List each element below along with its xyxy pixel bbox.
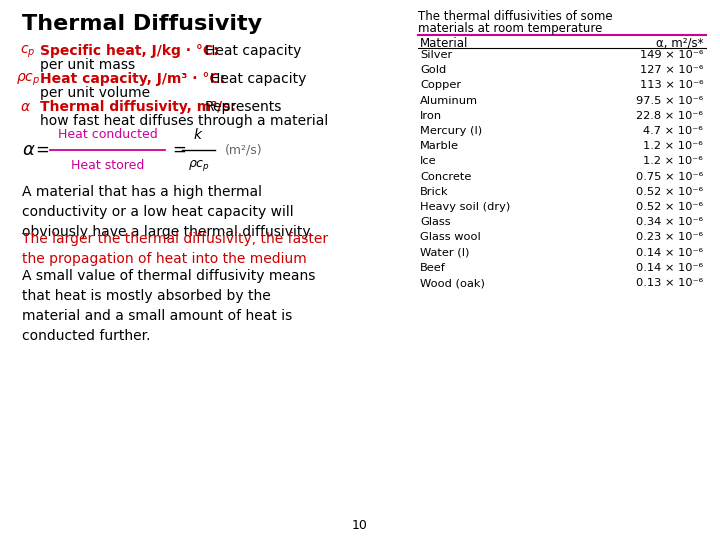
- Text: Marble: Marble: [420, 141, 459, 151]
- Text: Material: Material: [420, 37, 469, 50]
- Text: Iron: Iron: [420, 111, 442, 121]
- Text: 0.75 × 10⁻⁶: 0.75 × 10⁻⁶: [636, 172, 703, 181]
- Text: Water (l): Water (l): [420, 248, 469, 258]
- Text: A small value of thermal diffusivity means
that heat is mostly absorbed by the
m: A small value of thermal diffusivity mea…: [22, 269, 315, 343]
- Text: 0.23 × 10⁻⁶: 0.23 × 10⁻⁶: [636, 232, 703, 242]
- Text: Aluminum: Aluminum: [420, 96, 478, 106]
- Text: 0.14 × 10⁻⁶: 0.14 × 10⁻⁶: [636, 263, 703, 273]
- Text: 0.14 × 10⁻⁶: 0.14 × 10⁻⁶: [636, 248, 703, 258]
- Text: 113 × 10⁻⁶: 113 × 10⁻⁶: [639, 80, 703, 90]
- Text: 0.52 × 10⁻⁶: 0.52 × 10⁻⁶: [636, 187, 703, 197]
- Text: The thermal diffusivities of some: The thermal diffusivities of some: [418, 10, 613, 23]
- Text: A material that has a high thermal
conductivity or a low heat capacity will
obvi: A material that has a high thermal condu…: [22, 185, 313, 239]
- Text: Gold: Gold: [420, 65, 446, 75]
- Text: 149 × 10⁻⁶: 149 × 10⁻⁶: [639, 50, 703, 60]
- Text: 0.34 × 10⁻⁶: 0.34 × 10⁻⁶: [636, 217, 703, 227]
- Text: α, m²/s*: α, m²/s*: [655, 37, 703, 50]
- Text: per unit volume: per unit volume: [40, 86, 150, 100]
- Text: 1.2 × 10⁻⁶: 1.2 × 10⁻⁶: [643, 157, 703, 166]
- Text: materials at room temperature: materials at room temperature: [418, 22, 603, 35]
- Text: Heat stored: Heat stored: [71, 159, 144, 172]
- Text: Heat capacity, J/m³ · °C:: Heat capacity, J/m³ · °C:: [40, 72, 225, 86]
- Text: Heavy soil (dry): Heavy soil (dry): [420, 202, 510, 212]
- Text: 0.13 × 10⁻⁶: 0.13 × 10⁻⁶: [636, 278, 703, 288]
- Text: Heat capacity: Heat capacity: [210, 72, 307, 86]
- Text: Mercury (l): Mercury (l): [420, 126, 482, 136]
- Text: $\rho c_p$: $\rho c_p$: [16, 72, 40, 89]
- Text: per unit mass: per unit mass: [40, 58, 135, 72]
- Text: =: =: [35, 141, 49, 159]
- Text: Brick: Brick: [420, 187, 449, 197]
- Text: Beef: Beef: [420, 263, 446, 273]
- Text: $k$: $k$: [193, 127, 204, 142]
- Text: 4.7 × 10⁻⁶: 4.7 × 10⁻⁶: [643, 126, 703, 136]
- Text: Glass: Glass: [420, 217, 451, 227]
- Text: 1.2 × 10⁻⁶: 1.2 × 10⁻⁶: [643, 141, 703, 151]
- Text: 127 × 10⁻⁶: 127 × 10⁻⁶: [639, 65, 703, 75]
- Text: Concrete: Concrete: [420, 172, 472, 181]
- Text: 0.52 × 10⁻⁶: 0.52 × 10⁻⁶: [636, 202, 703, 212]
- Text: Ice: Ice: [420, 157, 436, 166]
- Text: 10: 10: [352, 519, 368, 532]
- Text: $\alpha$: $\alpha$: [22, 141, 35, 159]
- Text: Represents: Represents: [205, 100, 282, 114]
- Text: Heat capacity: Heat capacity: [205, 44, 302, 58]
- Text: how fast heat diffuses through a material: how fast heat diffuses through a materia…: [40, 114, 328, 128]
- Text: Silver: Silver: [420, 50, 452, 60]
- Text: (m²/s): (m²/s): [225, 144, 263, 157]
- Text: Specific heat, J/kg · °C:: Specific heat, J/kg · °C:: [40, 44, 219, 58]
- Text: $c_p$: $c_p$: [20, 44, 35, 60]
- Text: Thermal Diffusivity: Thermal Diffusivity: [22, 14, 262, 34]
- Text: Glass wool: Glass wool: [420, 232, 481, 242]
- Text: $\alpha$: $\alpha$: [20, 100, 31, 114]
- Text: The larger the thermal diffusivity, the faster
the propagation of heat into the : The larger the thermal diffusivity, the …: [22, 232, 328, 266]
- Text: Copper: Copper: [420, 80, 461, 90]
- Text: Wood (oak): Wood (oak): [420, 278, 485, 288]
- Text: $\rho c_p$: $\rho c_p$: [187, 158, 210, 173]
- Text: =: =: [172, 141, 186, 159]
- Text: Heat conducted: Heat conducted: [58, 128, 158, 141]
- Text: 97.5 × 10⁻⁶: 97.5 × 10⁻⁶: [636, 96, 703, 106]
- Text: Thermal diffusivity, m²/s:: Thermal diffusivity, m²/s:: [40, 100, 236, 114]
- Text: 22.8 × 10⁻⁶: 22.8 × 10⁻⁶: [636, 111, 703, 121]
